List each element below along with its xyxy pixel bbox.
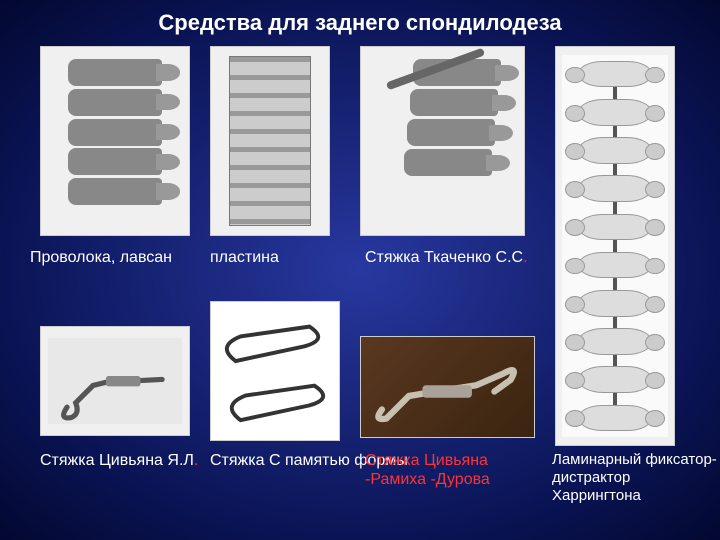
- panel-tkachenko: [360, 46, 525, 236]
- caption-tsivyan-text: Стяжка Цивьяна Я.Л: [40, 452, 194, 469]
- caption-ramikh-l1: Стяжка Цивьяна: [365, 452, 488, 469]
- caption-tsivyan-dot: .: [194, 452, 198, 469]
- panel-plate: [210, 46, 330, 236]
- panel-wire: [40, 46, 190, 236]
- caption-wire: Проволока, лавсан: [30, 248, 172, 267]
- panel-ramikh: [360, 336, 535, 438]
- caption-tkachenko: Стяжка Ткаченко С.С.: [365, 248, 528, 267]
- page-title: Средства для заднего спондилодеза: [0, 0, 720, 36]
- panel-tsivyan: [40, 326, 190, 436]
- caption-harrington: Ламинарный фиксатор-дистрактор Харрингто…: [552, 451, 720, 505]
- caption-tkachenko-text: Стяжка Ткаченко С.С: [365, 249, 523, 266]
- caption-ramikh-l2: -Рамиха -Дурова: [365, 471, 490, 488]
- caption-tsivyan: Стяжка Цивьяна Я.Л.: [40, 451, 198, 470]
- caption-tkachenko-dot: .: [523, 249, 527, 266]
- content-grid: Проволока, лавсан пластина Стяжка Ткачен…: [0, 36, 720, 526]
- panel-harrington: [555, 46, 675, 446]
- panel-memory: [210, 301, 340, 441]
- caption-ramikh: Стяжка Цивьяна -Рамиха -Дурова: [365, 451, 490, 489]
- caption-plate: пластина: [210, 248, 279, 267]
